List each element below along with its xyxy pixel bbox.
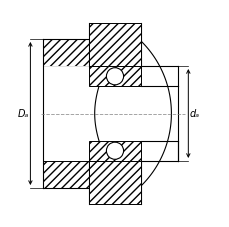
Text: rₐ: rₐ	[143, 73, 149, 82]
Polygon shape	[89, 141, 140, 161]
Polygon shape	[140, 42, 171, 185]
Text: Dₐ: Dₐ	[18, 109, 29, 118]
Polygon shape	[43, 66, 106, 161]
Polygon shape	[89, 161, 140, 204]
Polygon shape	[89, 66, 140, 86]
Text: dₐ: dₐ	[189, 109, 199, 118]
Polygon shape	[43, 161, 106, 188]
Circle shape	[106, 68, 123, 85]
Text: rₐ: rₐ	[90, 54, 96, 63]
Polygon shape	[43, 39, 106, 66]
Polygon shape	[89, 23, 140, 66]
Circle shape	[106, 142, 123, 159]
